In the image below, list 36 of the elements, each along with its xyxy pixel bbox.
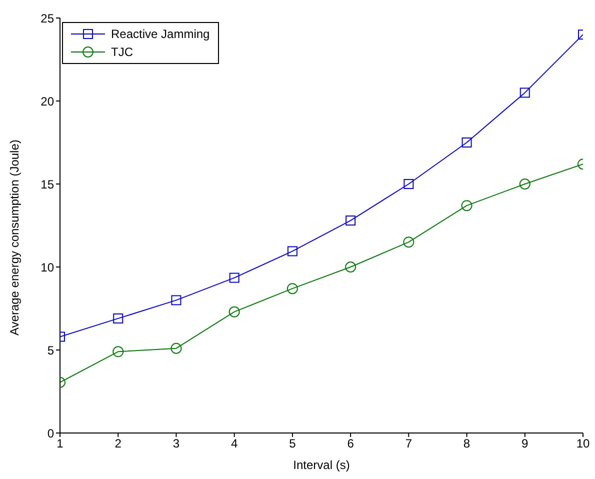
legend-label: Reactive Jamming [111,26,210,43]
point [519,178,530,190]
x-tick-label: 5 [289,436,296,451]
x-tick-label: 4 [230,436,238,451]
y-tick-label: 5 [47,343,54,358]
point [403,236,414,248]
point [404,179,414,189]
x-tick-label: 9 [522,436,529,451]
point [345,262,356,272]
point [228,306,240,318]
x-tick-label: 3 [172,436,180,451]
x-tick-label: 8 [463,436,470,451]
x-tick-label: 2 [114,436,122,451]
point [113,313,124,324]
y-tick-label: 15 [40,177,54,192]
legend-label: TJC [111,44,133,61]
point [112,346,124,358]
point [461,200,472,212]
y-tick-label: 10 [40,260,54,274]
x-tick-label: 1 [56,436,64,451]
x-tick-label: 7 [405,436,412,451]
y-tick-label: 0 [47,426,54,440]
point [346,216,356,226]
x-tick-label: 10 [576,436,590,451]
point [171,295,182,306]
x-tick-label: 6 [347,436,354,451]
y-axis-title: Average energy consumption (Joule) [7,140,22,336]
point [170,342,182,354]
point [286,283,298,294]
point [520,88,530,98]
y-tick-label: 20 [40,94,54,108]
point [229,272,240,283]
point [462,138,472,148]
point [287,246,298,256]
y-tick-label: 25 [40,11,54,26]
x-axis-title: Interval (s) [293,458,350,472]
